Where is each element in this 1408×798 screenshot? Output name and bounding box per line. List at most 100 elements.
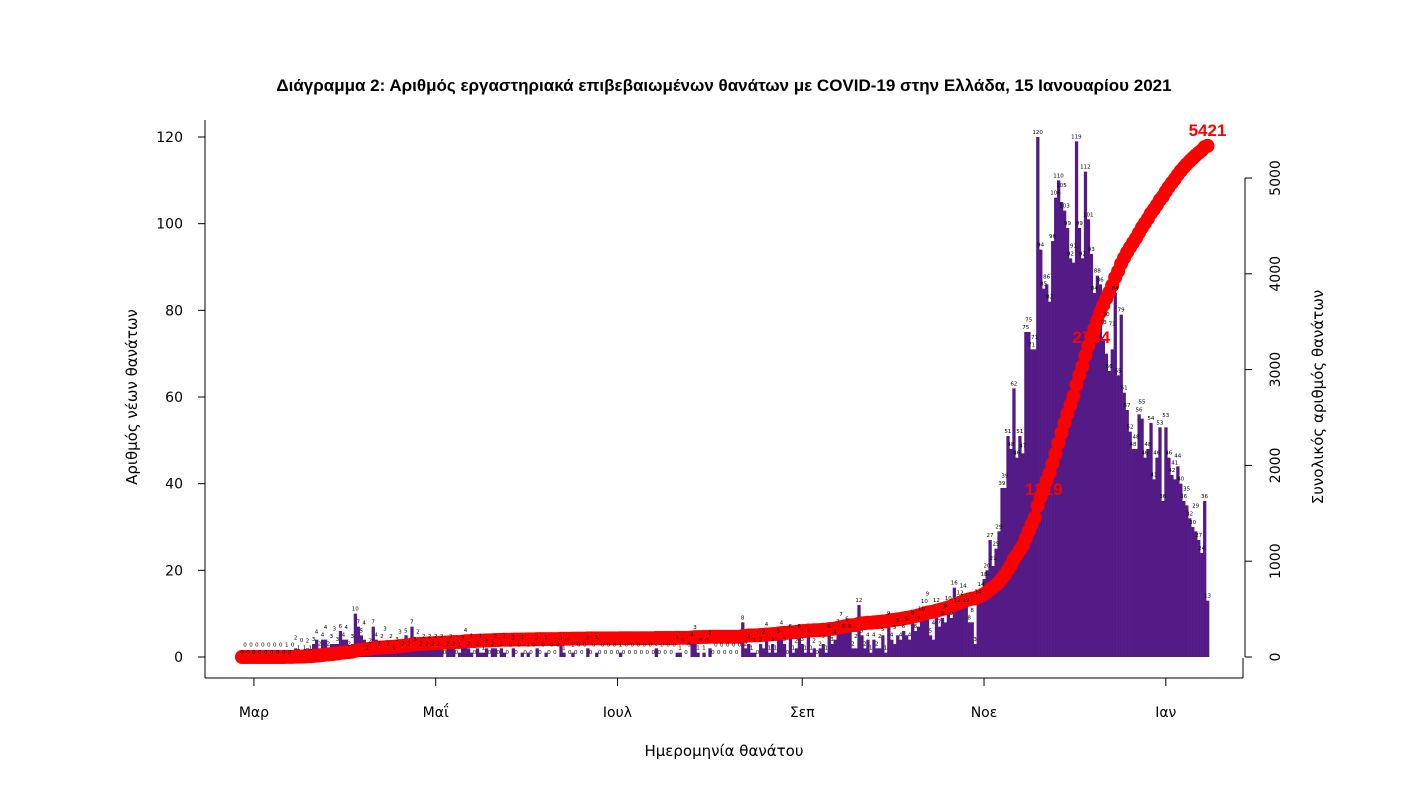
bar xyxy=(1071,262,1076,657)
bar-value-label: 0 xyxy=(738,643,742,649)
bar xyxy=(1176,466,1180,657)
cumulative-point xyxy=(1048,446,1063,461)
cumulative-point xyxy=(1075,359,1090,374)
bar xyxy=(1203,501,1207,657)
bar-value-label: 71 xyxy=(1109,321,1116,327)
chart-title: Διάγραμμα 2: Αριθμός εργαστηριακά επιβεβ… xyxy=(276,76,1171,95)
bar-value-label: 0 xyxy=(455,650,459,656)
cumulative-point xyxy=(1066,389,1081,404)
bar xyxy=(791,652,796,657)
bar-value-label: 0 xyxy=(729,650,733,656)
bar-value-label: 91 xyxy=(1070,244,1077,250)
bar xyxy=(461,644,465,657)
x-tick-label: Σεπ xyxy=(790,705,815,721)
bar-value-label: 4 xyxy=(908,633,912,639)
bar-value-label: 4 xyxy=(315,630,319,636)
bar xyxy=(881,635,885,657)
bar-value-label: 0 xyxy=(681,638,685,644)
bar-value-label: 3 xyxy=(771,637,775,643)
bar-value-label: 3 xyxy=(395,637,399,643)
bar xyxy=(469,652,474,657)
bar xyxy=(1125,410,1129,657)
bar xyxy=(911,618,915,657)
bar xyxy=(1110,349,1114,657)
bar xyxy=(1140,418,1144,657)
bar-value-label: 36 xyxy=(1201,494,1208,500)
bar-value-label: 0 xyxy=(488,650,492,656)
bar-value-label: 0 xyxy=(279,643,283,649)
bar-value-label: 2 xyxy=(485,638,489,644)
bar xyxy=(419,648,423,657)
bar-value-label: 1 xyxy=(696,646,700,652)
bar-value-label: 2 xyxy=(294,635,298,641)
bar-value-label: 3 xyxy=(800,637,804,643)
bar xyxy=(449,648,453,657)
cumulative-points xyxy=(235,138,1215,664)
bar xyxy=(1098,284,1103,657)
bar-value-label: 1 xyxy=(392,646,396,652)
bar-value-label: 56 xyxy=(1135,407,1142,413)
bar-value-label: 2 xyxy=(467,641,471,647)
bar-value-label: 3 xyxy=(759,637,763,643)
bar-value-label: 0 xyxy=(580,650,584,656)
bar xyxy=(913,631,918,657)
bar xyxy=(434,648,438,657)
x-axis-label: Ημερομηνία θανάτου xyxy=(644,742,803,760)
cumulative-annotation: 2734 xyxy=(1072,328,1110,347)
bar-value-label: 4 xyxy=(765,622,769,628)
y-tick-label: 40 xyxy=(165,477,183,493)
bar xyxy=(511,648,515,657)
bar-value-label: 10 xyxy=(918,607,925,613)
bar-value-label: 2 xyxy=(368,638,372,644)
bar-value-label: 32 xyxy=(1186,511,1193,517)
y-axis-right-label: Συνολικός αριθμός θανάτων xyxy=(1309,290,1327,505)
bar-value-label: 88 xyxy=(1094,269,1101,275)
bar-value-label: 9 xyxy=(887,611,891,617)
bar-value-label: 106 xyxy=(1050,191,1061,197)
y-tick-label: 120 xyxy=(156,130,183,146)
bar xyxy=(520,652,524,657)
bar-value-label: 12 xyxy=(933,598,940,604)
bar-value-label: 2 xyxy=(863,641,867,647)
bar-value-label: 9 xyxy=(926,592,930,598)
bar xyxy=(967,622,971,657)
bar-value-label: 65 xyxy=(1115,368,1122,374)
bar-value-label: 35 xyxy=(1183,486,1190,492)
bar-value-label: 48 xyxy=(1144,442,1151,448)
bar xyxy=(1170,475,1174,657)
bar xyxy=(1077,228,1082,657)
bar-value-label: 86 xyxy=(1097,277,1104,283)
bar-value-label: 2 xyxy=(327,641,331,647)
bar xyxy=(773,652,778,657)
bar xyxy=(356,626,361,657)
bar-value-label: 0 xyxy=(610,650,614,656)
bar-value-label: 3 xyxy=(351,634,355,640)
bar-value-label: 41 xyxy=(1171,460,1178,466)
bar xyxy=(1119,314,1123,657)
bar-value-label: 1 xyxy=(803,646,807,652)
bar-value-label: 7 xyxy=(839,612,843,618)
bar-value-label: 0 xyxy=(547,650,551,656)
bar xyxy=(353,613,358,657)
cumulative-annotation: 5421 xyxy=(1189,121,1227,140)
bar xyxy=(896,635,900,657)
bar xyxy=(767,652,772,657)
bar-value-label: 2 xyxy=(812,638,816,644)
bar-value-label: 51 xyxy=(1004,429,1011,435)
bar xyxy=(985,570,989,657)
bar-value-label: 0 xyxy=(505,650,509,656)
bar xyxy=(437,648,441,657)
bar-value-label: 2 xyxy=(875,641,879,647)
bar-value-label: 112 xyxy=(1080,165,1091,171)
bar-value-label: 0 xyxy=(550,643,554,649)
bar-value-label: 0 xyxy=(538,650,542,656)
bar xyxy=(1134,449,1138,657)
bar-value-label: 61 xyxy=(1121,386,1128,392)
bar-value-label: 0 xyxy=(711,650,715,656)
bar-value-label: 6 xyxy=(845,617,849,623)
bar xyxy=(1068,258,1073,657)
bar-value-label: 54 xyxy=(1147,416,1154,422)
bar-value-label: 3 xyxy=(783,637,787,643)
y-right-tick-label: 0 xyxy=(1268,653,1284,662)
bar-value-label: 3 xyxy=(312,637,316,643)
